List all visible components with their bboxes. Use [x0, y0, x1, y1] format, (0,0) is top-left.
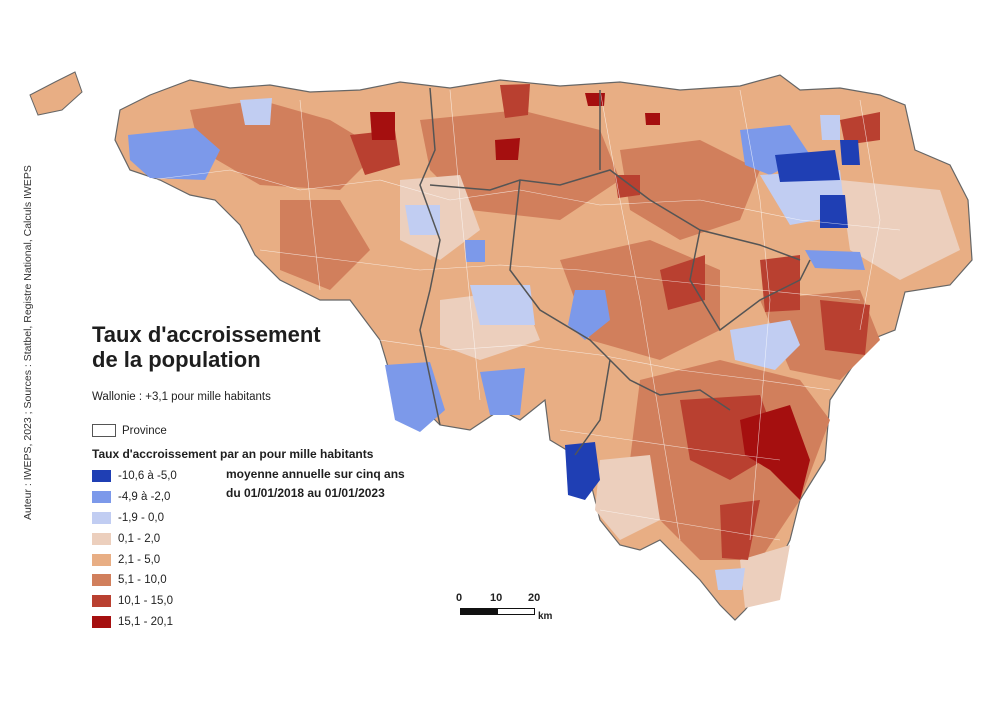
- province-legend-label: Province: [122, 424, 167, 437]
- legend-label: -1,9 - 0,0: [118, 511, 165, 524]
- scale-tick-10: 10: [490, 592, 503, 604]
- legend-label: 15,1 - 20,1: [118, 615, 173, 628]
- legend-swatch: [92, 615, 111, 628]
- legend-item: -1,9 - 0,0: [92, 508, 177, 529]
- province-legend: Province: [92, 424, 167, 437]
- legend-swatch: [92, 511, 111, 524]
- legend-swatch: [92, 470, 111, 483]
- map-title: Taux d'accroissement de la population: [92, 322, 321, 372]
- legend-item: 5,1 - 10,0: [92, 570, 177, 591]
- legend-item: -10,6 à -5,0: [92, 466, 177, 487]
- scale-segment-dark: [460, 608, 498, 615]
- legend-label: -10,6 à -5,0: [118, 470, 177, 483]
- province-borders: [419, 87, 811, 456]
- scale-tick-0: 0: [456, 592, 463, 604]
- legend-note-line1: moyenne annuelle sur cinq ans: [226, 467, 405, 481]
- legend-item: 0,1 - 2,0: [92, 528, 177, 549]
- legend-label: 0,1 - 2,0: [118, 532, 161, 545]
- legend-note-line2: du 01/01/2018 au 01/01/2023: [226, 486, 385, 500]
- legend-swatch: [92, 491, 111, 504]
- legend-swatch: [92, 595, 111, 608]
- legend-swatch: [92, 553, 111, 566]
- commune-borders: [149, 89, 901, 541]
- legend-item: 15,1 - 20,1: [92, 612, 177, 633]
- commune-patches: [128, 84, 960, 608]
- legend-title: Taux d'accroissement par an pour mille h…: [92, 447, 374, 461]
- legend-label: -4,9 à -2,0: [118, 491, 171, 504]
- legend-label: 10,1 - 15,0: [118, 595, 173, 608]
- legend-item: -4,9 à -2,0: [92, 487, 177, 508]
- scale-segment-light: [497, 608, 535, 615]
- legend-swatch: [92, 574, 111, 587]
- wallonia-summary: Wallonie : +3,1 pour mille habitants: [92, 391, 271, 403]
- source-credit: Auteur : IWEPS, 2023 ; Sources : Statbel…: [22, 165, 34, 520]
- legend-item: 10,1 - 15,0: [92, 591, 177, 612]
- legend-item: 2,1 - 5,0: [92, 549, 177, 570]
- scale-unit: km: [538, 611, 553, 622]
- legend-classes: -10,6 à -5,0 -4,9 à -2,0 -1,9 - 0,0 0,1 …: [92, 466, 177, 632]
- enclave-comines: [29, 71, 83, 116]
- scale-tick-20: 20: [528, 592, 541, 604]
- scale-bar: 0 10 20 km: [456, 592, 558, 626]
- legend-swatch: [92, 532, 111, 545]
- legend-label: 5,1 - 10,0: [118, 574, 167, 587]
- province-swatch: [92, 424, 116, 437]
- legend-label: 2,1 - 5,0: [118, 553, 161, 566]
